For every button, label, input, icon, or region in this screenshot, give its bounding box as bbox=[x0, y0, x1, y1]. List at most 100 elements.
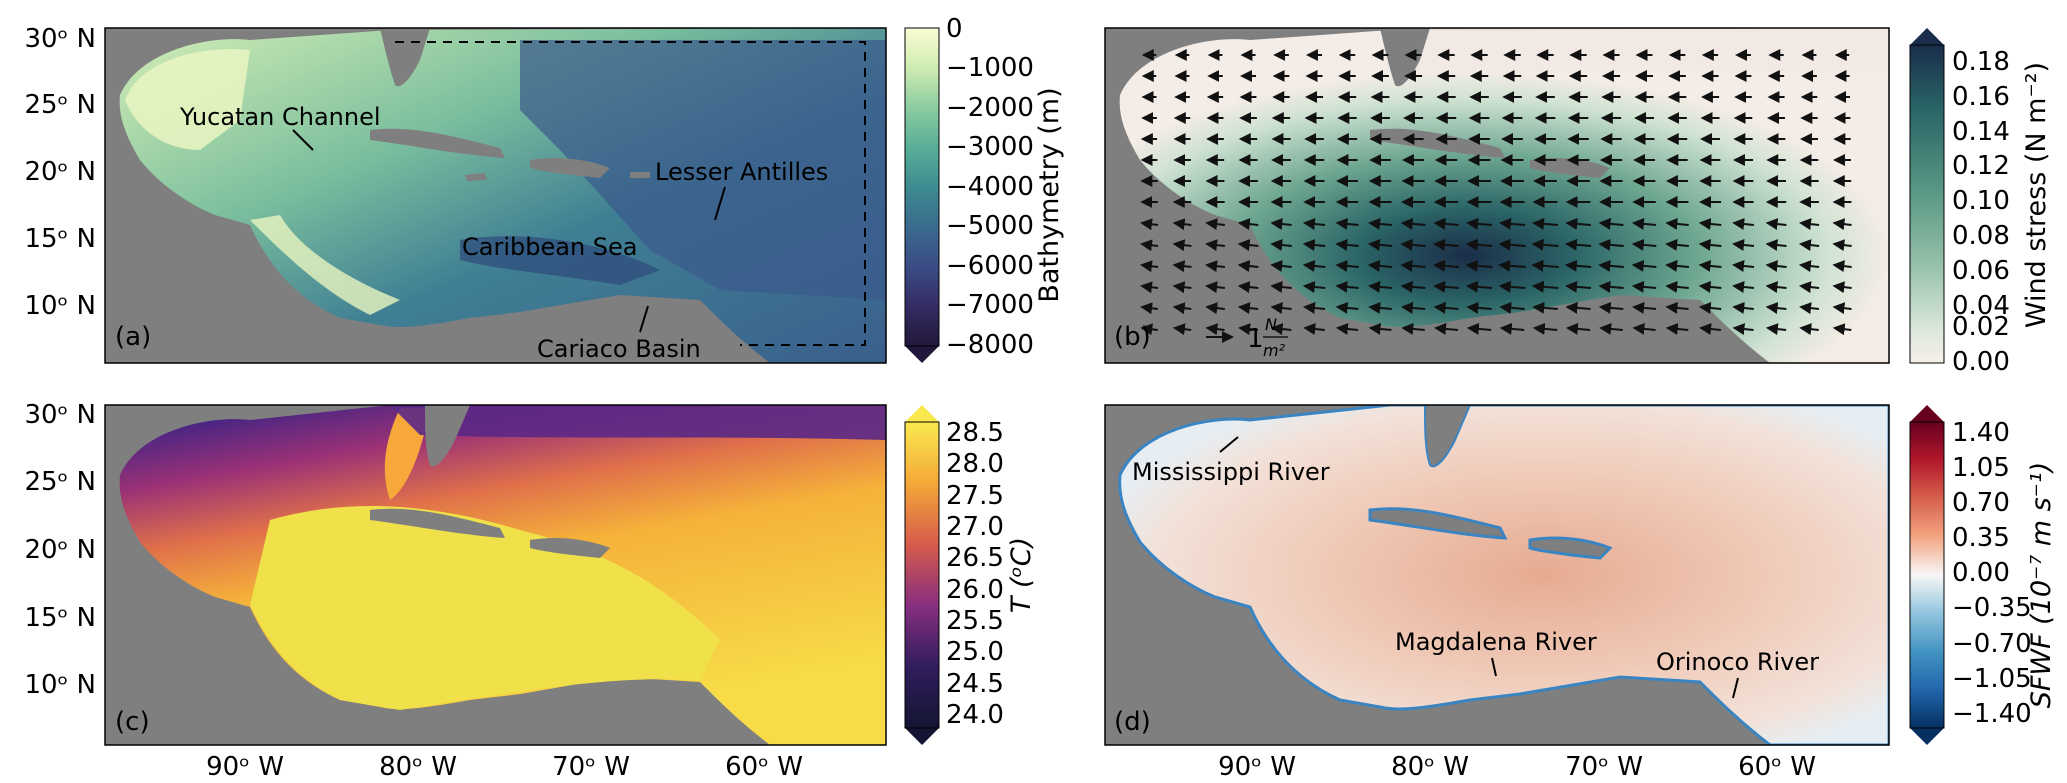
cb-tick: 0.02 bbox=[1952, 312, 2010, 342]
wind-vector bbox=[1598, 301, 1624, 314]
cb-tick: −4000 bbox=[946, 172, 1034, 202]
cb-tick: 0.00 bbox=[1952, 558, 2010, 588]
colorbar-a: 0 −1000 −2000 −3000 −4000 −5000 −6000 −7… bbox=[904, 14, 1065, 363]
panel-a-label: (a) bbox=[115, 322, 151, 352]
wind-vector bbox=[1368, 322, 1392, 335]
wind-vector bbox=[1698, 259, 1722, 272]
lon-tick: 90ᵒ W bbox=[1218, 752, 1296, 782]
panel-b-label: (b) bbox=[1114, 322, 1151, 352]
wind-vector bbox=[1498, 238, 1526, 251]
wind-vector bbox=[1172, 239, 1192, 252]
wind-vector bbox=[1139, 260, 1159, 273]
wind-vector bbox=[1598, 238, 1624, 251]
wind-vector bbox=[1732, 281, 1755, 293]
lat-tick: 10ᵒ N bbox=[24, 670, 96, 700]
lon-tick: 60ᵒ W bbox=[725, 752, 803, 782]
cuba-shape bbox=[370, 128, 505, 158]
wind-vector bbox=[1172, 323, 1192, 336]
wind-vector bbox=[1400, 301, 1426, 314]
wind-vector bbox=[1237, 281, 1259, 294]
panel-a-bathymetry: Yucatan Channel Lesser Antilles Caribbea… bbox=[24, 14, 1065, 364]
wind-vector bbox=[1765, 323, 1787, 336]
wind-vector bbox=[1832, 260, 1852, 273]
wind-vector bbox=[1498, 280, 1526, 293]
wind-vector bbox=[1140, 218, 1159, 231]
wind-vector bbox=[1237, 239, 1259, 252]
cb-tick: −1.05 bbox=[1952, 664, 2032, 694]
wind-vector bbox=[1140, 323, 1158, 336]
wind-vector bbox=[1532, 217, 1559, 230]
wind-vectors bbox=[1139, 49, 1852, 336]
colorbar-d: 1.40 1.05 0.70 0.35 0.00 −0.35 −0.70 −1.… bbox=[1909, 405, 2057, 745]
wind-vector bbox=[1499, 301, 1525, 314]
wind-vector bbox=[1400, 238, 1426, 251]
wind-vector bbox=[1565, 280, 1592, 293]
annotation-caribbean-sea: Caribbean Sea bbox=[462, 233, 638, 261]
wind-vector bbox=[1832, 302, 1852, 315]
wind-vector bbox=[1564, 259, 1592, 272]
wind-vector bbox=[1205, 260, 1226, 273]
wind-vector bbox=[1699, 323, 1722, 335]
wind-vector bbox=[1401, 322, 1425, 335]
wind-vector bbox=[1732, 218, 1754, 230]
cb-tick: 1.40 bbox=[1952, 418, 2010, 448]
annotation-mississippi: Mississippi River bbox=[1132, 458, 1330, 486]
lat-tick: 25ᵒ N bbox=[24, 90, 96, 120]
cb-tick: 26.5 bbox=[946, 543, 1004, 573]
wind-vector bbox=[1367, 238, 1393, 251]
wind-vector bbox=[1400, 217, 1426, 230]
lat-tick: 15ᵒ N bbox=[24, 224, 96, 254]
wind-vector bbox=[1765, 302, 1787, 315]
panel-c-temperature: (c) 30ᵒ N 25ᵒ N 20ᵒ N 15ᵒ N 10ᵒ N 90ᵒ W … bbox=[24, 400, 1037, 782]
annotation-magdalena: Magdalena River bbox=[1395, 628, 1597, 656]
cb-tick: 0.70 bbox=[1952, 488, 2010, 518]
annotation-cariaco: Cariaco Basin bbox=[537, 335, 701, 363]
wind-vector bbox=[1466, 217, 1492, 230]
wind-vector bbox=[1798, 281, 1820, 294]
wind-vector bbox=[1532, 322, 1558, 335]
panel-c-lon-axis: 90ᵒ W 80ᵒ W 70ᵒ W 60ᵒ W bbox=[206, 752, 803, 782]
wind-vector bbox=[1335, 238, 1359, 251]
cb-tick: −0.70 bbox=[1952, 629, 2032, 659]
panel-d-label: (d) bbox=[1114, 707, 1151, 737]
ocean-area bbox=[1118, 405, 1889, 745]
panel-d-sfwf: Mississippi River Magdalena River Orinoc… bbox=[1104, 404, 2057, 782]
lat-tick: 20ᵒ N bbox=[24, 157, 96, 187]
wind-vector bbox=[1368, 217, 1392, 230]
cb-tick: 27.0 bbox=[946, 512, 1004, 542]
annotation-lesser-antilles: Lesser Antilles bbox=[655, 158, 828, 186]
wind-vector bbox=[1400, 280, 1426, 293]
wind-vector bbox=[1270, 323, 1292, 336]
wind-vector bbox=[1335, 217, 1359, 230]
wind-vector bbox=[1498, 217, 1526, 230]
panel-c-label: (c) bbox=[115, 707, 150, 737]
wind-vector bbox=[1798, 239, 1820, 252]
wind-vector bbox=[1433, 280, 1459, 293]
wind-vector bbox=[1335, 280, 1359, 293]
cb-tick: 0.06 bbox=[1952, 256, 2010, 286]
wind-vector bbox=[1832, 239, 1852, 252]
wind-vector bbox=[1598, 217, 1624, 230]
cb-tick: 0.16 bbox=[1952, 82, 2010, 112]
colorbar-b: 0.18 0.16 0.14 0.12 0.10 0.08 0.06 0.04 … bbox=[1909, 28, 2052, 377]
lat-tick: 25ᵒ N bbox=[24, 467, 96, 497]
wind-vector bbox=[1302, 259, 1326, 272]
wind-vector bbox=[1632, 301, 1657, 314]
wind-vector bbox=[1631, 259, 1657, 272]
svg-text:1: 1 bbox=[1247, 324, 1264, 354]
wind-vector bbox=[1466, 322, 1492, 335]
colorbar-a-title: Bathymetry (m) bbox=[1034, 87, 1065, 302]
wind-vector bbox=[1599, 322, 1623, 335]
cb-tick: −5000 bbox=[946, 211, 1034, 241]
wind-vector bbox=[1765, 260, 1787, 273]
wind-vector bbox=[1466, 301, 1492, 314]
wind-vector bbox=[1270, 281, 1292, 293]
wind-vector bbox=[1433, 301, 1459, 314]
cb-tick: 0.12 bbox=[1952, 151, 2010, 181]
cb-tick: 28.5 bbox=[946, 418, 1004, 448]
cb-tick: 25.5 bbox=[946, 606, 1004, 636]
wind-vector bbox=[1732, 260, 1755, 272]
cb-tick: 25.0 bbox=[946, 637, 1004, 667]
wind-vector bbox=[1532, 301, 1558, 314]
lat-tick: 15ᵒ N bbox=[24, 603, 96, 633]
